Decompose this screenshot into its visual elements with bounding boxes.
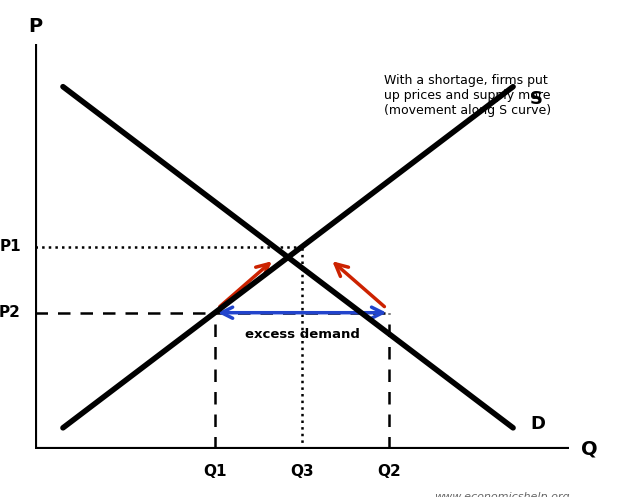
Text: Q3: Q3 bbox=[290, 464, 314, 479]
Text: Q: Q bbox=[581, 440, 598, 459]
Text: excess demand: excess demand bbox=[245, 328, 359, 340]
Text: Q1: Q1 bbox=[203, 464, 226, 479]
Text: D: D bbox=[530, 414, 545, 432]
Text: P: P bbox=[28, 16, 42, 35]
Text: Q2: Q2 bbox=[377, 464, 401, 479]
Text: With a shortage, firms put
up prices and supply more
(movement along S curve): With a shortage, firms put up prices and… bbox=[384, 74, 551, 117]
Text: P1: P1 bbox=[0, 239, 21, 254]
Text: P2: P2 bbox=[0, 305, 21, 320]
Text: S: S bbox=[530, 90, 543, 108]
Text: www.economicshelp.org: www.economicshelp.org bbox=[434, 492, 569, 497]
